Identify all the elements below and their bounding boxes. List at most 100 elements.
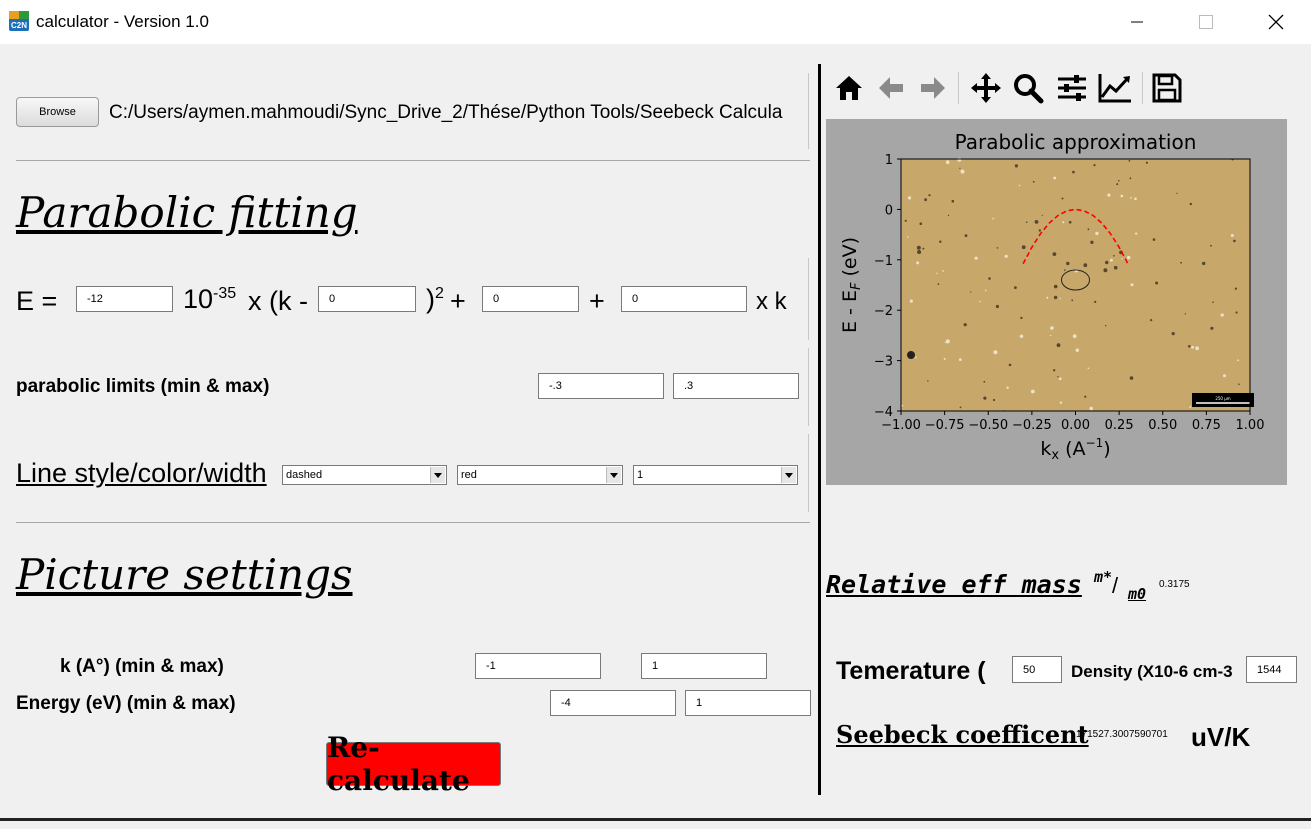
limits-label: parabolic limits (min & max) <box>16 376 270 397</box>
temperature-field[interactable]: 50 <box>1012 656 1062 683</box>
image-speckle <box>1093 164 1096 167</box>
coef-c-field[interactable]: 0 <box>482 286 579 312</box>
x-tick-label: −1.00 <box>881 418 921 433</box>
image-speckle <box>1121 258 1123 260</box>
e-min-field[interactable]: -4 <box>550 690 676 716</box>
image-speckle <box>1129 376 1134 380</box>
seebeck-value: 171527.3007590701 <box>1076 729 1168 740</box>
e-max-field[interactable]: 1 <box>685 690 811 716</box>
image-speckle <box>1107 193 1111 197</box>
y-tick-label: 1 <box>885 153 893 168</box>
image-speckle <box>1129 177 1132 180</box>
limit-max-field[interactable]: .3 <box>673 373 799 399</box>
eq-ten-label: 10-35 <box>183 284 237 314</box>
image-speckle <box>1090 240 1094 244</box>
coef-b-field[interactable]: 0 <box>621 286 747 312</box>
k-max-field[interactable]: 1 <box>641 653 767 679</box>
image-speckle <box>1084 395 1087 398</box>
image-speckle <box>924 198 927 202</box>
home-icon[interactable] <box>831 70 867 106</box>
image-speckle <box>1052 252 1057 256</box>
image-speckle <box>1127 255 1131 260</box>
image-speckle <box>1057 376 1059 378</box>
back-icon[interactable] <box>873 70 909 106</box>
image-speckle <box>983 396 987 400</box>
image-speckle <box>1072 334 1077 338</box>
image-speckle <box>1019 334 1024 338</box>
eq-plus-2: + <box>589 286 605 316</box>
x-tick-label: 0.50 <box>1148 418 1177 433</box>
seebeck-label: Seebeck coefficent <box>836 720 1089 749</box>
k-min-field[interactable]: -1 <box>475 653 601 679</box>
line-color-select[interactable]: red <box>457 465 623 485</box>
image-speckle <box>1014 164 1018 168</box>
image-speckle <box>922 247 925 250</box>
line-width-select[interactable]: 1 <box>633 465 798 485</box>
image-speckle <box>974 256 978 260</box>
image-speckle <box>1025 221 1028 223</box>
eff-mass-unit-num: m* <box>1094 568 1113 586</box>
image-speckle <box>959 167 961 169</box>
image-speckle <box>1189 202 1192 206</box>
image-speckle <box>927 380 929 382</box>
image-speckle <box>1234 287 1237 290</box>
edit-axes-icon[interactable] <box>1097 70 1133 106</box>
window-bottom-edge <box>0 818 1311 829</box>
image-speckle <box>1075 348 1079 352</box>
image-speckle <box>947 214 950 217</box>
eq-square-label: )2 <box>426 284 444 314</box>
limit-min-field[interactable]: -.3 <box>538 373 664 399</box>
close-button[interactable] <box>1253 0 1299 44</box>
image-speckle <box>1150 319 1153 322</box>
browse-button[interactable]: Browse <box>16 97 99 127</box>
k0-field[interactable]: 0 <box>318 286 416 312</box>
image-speckle <box>936 272 938 274</box>
y-axis-label: E - EF (eV) <box>839 237 864 333</box>
image-speckle <box>1210 244 1212 247</box>
forward-icon[interactable] <box>915 70 951 106</box>
image-speckle <box>1120 194 1124 198</box>
image-speckle <box>1155 281 1159 285</box>
image-speckle <box>1068 220 1072 224</box>
image-speckle <box>1064 269 1066 271</box>
save-icon[interactable] <box>1149 70 1185 106</box>
chevron-down-icon <box>781 467 796 483</box>
density-field[interactable]: 1544 <box>1246 656 1297 683</box>
app-icon: C2N <box>9 11 29 31</box>
image-speckle <box>959 406 962 409</box>
pan-icon[interactable] <box>968 70 1004 106</box>
image-speckle <box>988 277 991 280</box>
image-speckle <box>919 222 923 225</box>
configure-icon[interactable] <box>1054 70 1090 106</box>
close-icon <box>1268 14 1284 30</box>
eq-xk-label: x (k - <box>248 286 308 316</box>
image-speckle <box>1066 261 1070 266</box>
panel-divider <box>818 64 821 795</box>
image-speckle <box>983 380 986 383</box>
image-ring <box>1061 269 1090 291</box>
parabolic-heading: Parabolic fitting <box>16 188 358 237</box>
maximize-button[interactable] <box>1183 0 1229 44</box>
image-speckle <box>1087 367 1090 370</box>
toolbar-separator <box>958 72 959 104</box>
x-axis-label: kx (A−1) <box>1040 436 1110 463</box>
minimize-button[interactable] <box>1114 0 1160 44</box>
line-style-select[interactable]: dashed <box>282 465 447 485</box>
image-speckle <box>1059 297 1061 300</box>
recalculate-button[interactable]: Re-calculate <box>326 731 501 797</box>
coef-a-field[interactable]: -12 <box>76 286 173 312</box>
x-tick-label: 0.25 <box>1105 418 1134 433</box>
image-speckle <box>945 339 950 344</box>
density-label: Density (X10-6 cm-3 <box>1071 662 1233 681</box>
image-speckle <box>1071 299 1074 302</box>
image-speckle <box>970 291 972 293</box>
image-speckle <box>909 299 913 303</box>
image-speckle <box>1128 160 1131 162</box>
image-speckle <box>1176 192 1178 194</box>
image-speckle <box>979 300 981 303</box>
y-tick-label: −4 <box>874 405 893 420</box>
image-speckle <box>1053 369 1056 372</box>
image-speckle <box>1058 377 1062 381</box>
zoom-icon[interactable] <box>1010 70 1046 106</box>
parabola-chart[interactable]: 250 μm −1.00 −0.75 −0.50 −0.25 0.00 0.25 0.50 0.… <box>826 119 1287 485</box>
